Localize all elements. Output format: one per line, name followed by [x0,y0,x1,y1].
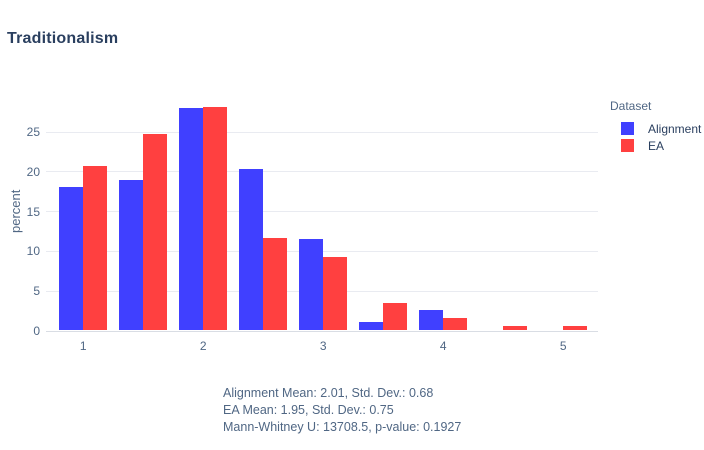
stats-annotation: Alignment Mean: 2.01, Std. Dev.: 0.68 EA… [223,385,461,436]
x-tick-label-3: 3 [319,339,327,353]
y-tick-label-5: 5 [33,284,40,299]
legend-item-alignment[interactable]: Alignment [621,120,701,137]
bar-alignment-x3.5[interactable] [359,322,384,330]
bar-alignment-x3[interactable] [299,238,324,330]
chart-title: Traditionalism [7,30,119,47]
bar-alignment-x1.5[interactable] [119,180,144,330]
legend: Dataset Alignment EA [606,99,701,154]
bar-ea-x2[interactable] [203,106,228,330]
gridline-y-25 [46,131,598,133]
bar-ea-x1[interactable] [83,166,108,330]
bar-alignment-x4[interactable] [419,310,444,330]
legend-item-ea[interactable]: EA [621,137,701,154]
bar-ea-x3[interactable] [323,256,348,330]
bar-ea-x4[interactable] [443,318,468,330]
legend-item-label: EA [648,138,665,153]
bar-ea-x2.5[interactable] [263,237,288,330]
bar-alignment-x2.5[interactable] [239,168,264,330]
alignment-swatch-icon [621,122,634,135]
y-tick-label-10: 10 [26,244,40,259]
x-tick-label-2: 2 [199,339,207,353]
stats-line-mann-whitney: Mann-Whitney U: 13708.5, p-value: 0.1927 [223,420,462,434]
x-axis-line [46,331,598,332]
stats-line-alignment: Alignment Mean: 2.01, Std. Dev.: 0.68 [223,386,434,400]
gridline-y-20 [46,171,598,173]
bar-ea-x4.5[interactable] [503,326,528,330]
y-tick-label-15: 15 [26,204,40,219]
legend-title: Dataset [610,99,652,113]
plot-area: 0 5 10 15 20 25 1 2 3 4 5 [27,94,598,353]
y-tick-label-25: 25 [26,125,40,140]
bar-ea-x1.5[interactable] [143,134,168,330]
bar-ea-x5[interactable] [563,326,588,330]
x-tick-label-4: 4 [439,339,447,353]
stats-line-ea: EA Mean: 1.95, Std. Dev.: 0.75 [223,403,394,417]
bar-ea-x3.5[interactable] [383,302,408,330]
y-tick-label-0: 0 [33,324,40,338]
bar-alignment-x1[interactable] [59,186,84,330]
bar-alignment-x2[interactable] [179,108,204,330]
y-tick-label-20: 20 [26,164,40,179]
legend-item-label: Alignment [648,121,702,136]
ea-swatch-icon [621,139,634,152]
x-tick-label-5: 5 [559,339,567,353]
x-tick-label-1: 1 [79,339,87,353]
